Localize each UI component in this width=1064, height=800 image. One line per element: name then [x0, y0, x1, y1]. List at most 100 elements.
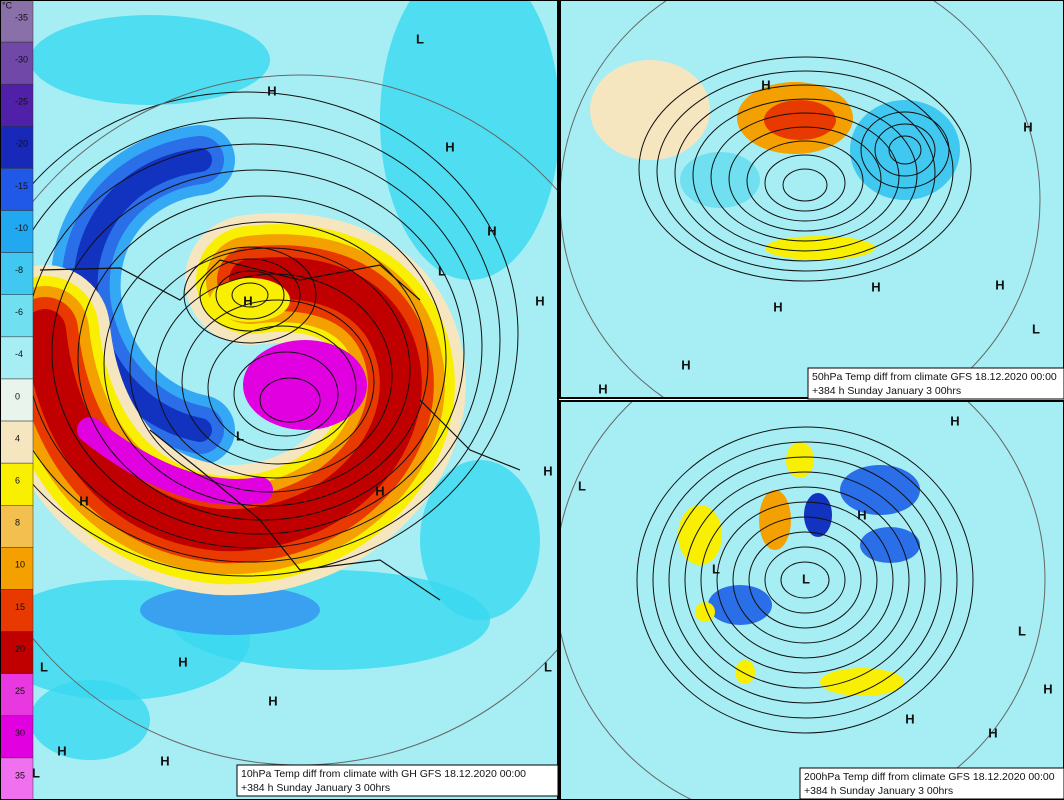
pressure-marker: H	[543, 463, 552, 478]
anomaly-patch	[33, 15, 270, 105]
caption-line: 10hPa Temp diff from climate with GH GFS…	[241, 768, 526, 780]
colorbar-swatch	[0, 336, 34, 380]
height-contour	[33, 143, 483, 549]
height-contour	[764, 154, 846, 212]
polar-boundary	[560, 401, 1046, 800]
pressure-marker: H	[950, 413, 959, 428]
pressure-marker: H	[243, 293, 252, 308]
colorbar-swatch	[0, 505, 34, 548]
pressure-marker: H	[79, 493, 88, 508]
background	[560, 0, 1064, 398]
pressure-marker: H	[160, 753, 169, 768]
warm-anomaly	[764, 100, 836, 140]
colorbar-label: 15	[15, 602, 25, 612]
caption-line: 50hPa Temp diff from climate GFS 18.12.2…	[812, 371, 1057, 383]
pressure-marker: L	[236, 428, 244, 443]
pressure-marker: L	[416, 31, 424, 46]
height-contour	[860, 111, 950, 189]
colorbar-label: -4	[15, 349, 23, 359]
height-contour	[51, 169, 465, 535]
caption-line: +384 h Sunday January 3 00hrs	[241, 782, 390, 794]
height-contour	[33, 117, 501, 563]
height-contour	[215, 270, 285, 320]
height-contour	[782, 168, 828, 202]
colorbar-swatch	[0, 294, 34, 338]
pressure-marker: L	[40, 659, 48, 674]
pressure-marker: L	[1032, 321, 1040, 336]
colorbar-label: 8	[15, 518, 20, 528]
anomaly-patch	[786, 442, 814, 478]
height-contour	[684, 471, 926, 689]
height-contour	[700, 486, 910, 674]
height-contour	[636, 426, 974, 734]
height-contour	[668, 456, 942, 704]
caption-box	[236, 764, 559, 797]
height-contour	[183, 246, 317, 344]
colorbar-swatch	[0, 168, 34, 211]
pressure-marker: L	[32, 765, 40, 780]
height-contour	[716, 501, 894, 659]
colorbar-swatch	[0, 757, 34, 800]
caption-line: +384 h Sunday January 3 00hrs	[804, 785, 953, 797]
anomaly-patch	[678, 505, 722, 565]
pressure-marker: H	[487, 223, 496, 238]
polar-boundary	[560, 0, 1041, 398]
height-contour	[780, 561, 830, 599]
anomaly-patch	[420, 460, 540, 620]
pressure-marker: H	[535, 293, 544, 308]
cold-anomaly	[850, 100, 960, 200]
map-200hpa	[560, 401, 1064, 800]
height-contour	[199, 258, 301, 332]
colorbar-label: -25	[15, 97, 28, 107]
colorbar-label: -10	[15, 223, 28, 233]
panel-border	[0, 0, 559, 800]
panel-border	[559, 400, 1064, 800]
anomaly-patch	[804, 493, 832, 537]
caption-box	[799, 767, 1064, 800]
height-contour	[764, 546, 846, 614]
height-contour	[652, 441, 958, 719]
warm-anomaly	[765, 236, 875, 260]
pressure-marker: H	[773, 299, 782, 314]
warm-anomaly	[590, 60, 710, 160]
colorbar-label: 0	[15, 391, 20, 401]
pressure-marker: H	[905, 711, 914, 726]
height-contour	[656, 70, 954, 272]
pressure-marker: H	[178, 654, 187, 669]
pressure-marker: H	[445, 139, 454, 154]
colorbar-label: -20	[15, 139, 28, 149]
pressure-marker: H	[598, 381, 607, 396]
height-contour	[748, 531, 862, 629]
pressure-marker: L	[1018, 623, 1026, 638]
colorbar-swatch	[0, 378, 34, 422]
height-contour	[638, 56, 972, 282]
pressure-marker: H	[871, 279, 880, 294]
colorbar-label: -15	[15, 181, 28, 191]
pressure-marker: H	[375, 483, 384, 498]
height-contour	[674, 84, 936, 262]
pressure-marker: H	[267, 83, 276, 98]
colorbar-unit: °C	[2, 0, 13, 10]
height-contour	[728, 126, 882, 232]
colorbar-label: 30	[15, 728, 25, 738]
colorbar-label: -35	[15, 12, 28, 22]
pressure-marker: H	[988, 725, 997, 740]
map-10hpa	[33, 0, 558, 800]
colorbar-swatch	[0, 547, 34, 590]
height-contour	[129, 247, 411, 493]
colorbar-swatch	[0, 126, 34, 169]
height-contour	[732, 516, 878, 644]
height-contour	[746, 140, 864, 222]
colorbar-swatch	[0, 420, 34, 464]
caption-line: 200hPa Temp diff from climate GFS 18.12.…	[804, 771, 1055, 783]
colorbar-swatch	[0, 210, 34, 253]
pressure-marker: H	[995, 277, 1004, 292]
height-contour	[259, 377, 321, 423]
cold-anomaly	[680, 152, 760, 208]
height-contour	[710, 112, 900, 242]
height-contour	[692, 98, 918, 252]
height-contour	[33, 91, 519, 577]
height-contour	[181, 299, 375, 465]
pressure-marker: H	[1023, 119, 1032, 134]
